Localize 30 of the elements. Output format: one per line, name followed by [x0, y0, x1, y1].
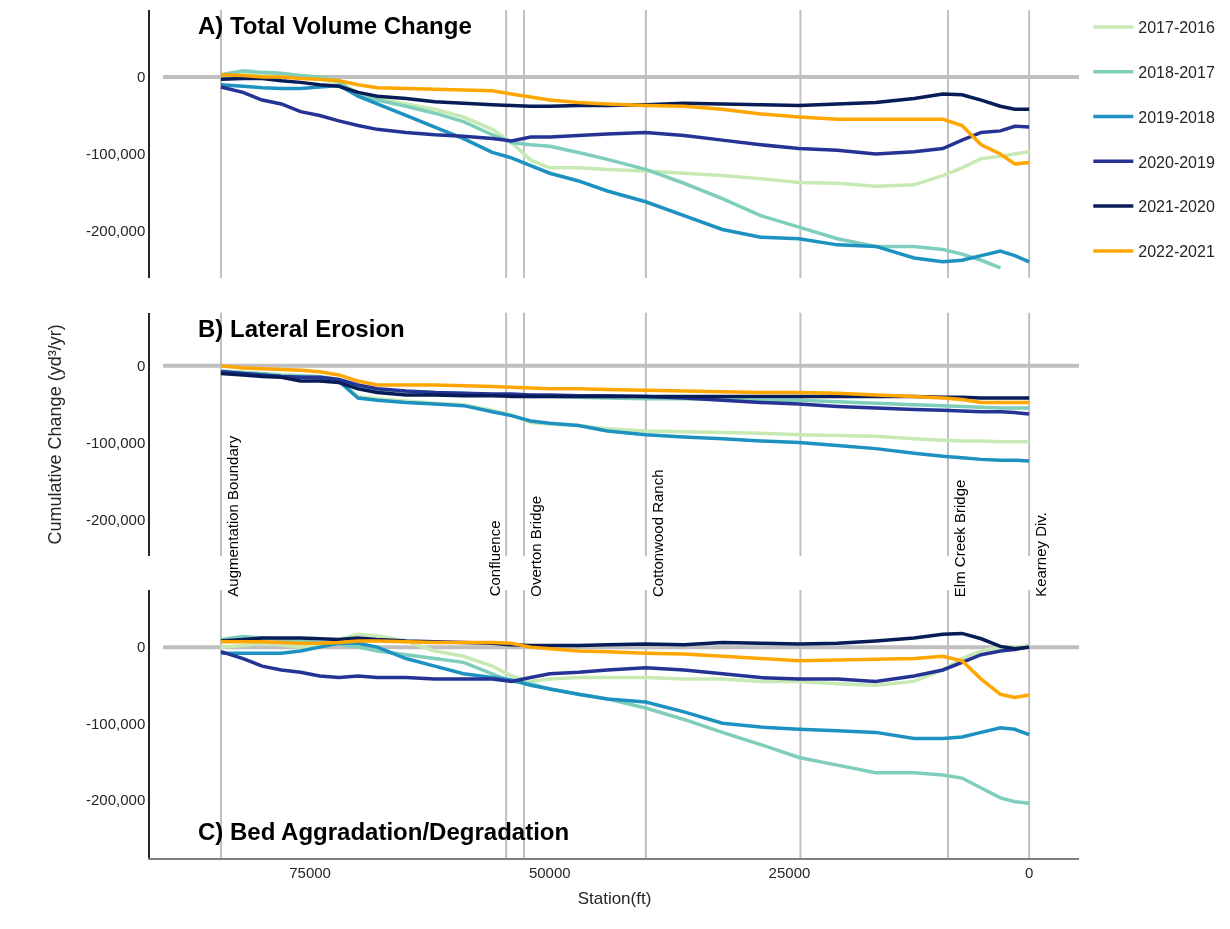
ref-line-label: Kearney Div.: [1032, 512, 1050, 597]
y-tick-label: -100,000: [86, 714, 146, 732]
legend-label: 2021-2020: [1138, 198, 1215, 216]
ref-line-label: Cottonwood Ranch: [648, 469, 666, 598]
y-axis-title: Cumulative Change (yd³/yr): [44, 324, 65, 545]
chart-title: B) Lateral Erosion: [198, 315, 405, 342]
legend-label: 2022-2021: [1138, 243, 1215, 261]
legend-label: 2019-2018: [1138, 108, 1215, 126]
x-tick-label: 25000: [768, 863, 811, 881]
x-axis-title: Station(ft): [577, 888, 652, 908]
legend-label: 2020-2019: [1138, 153, 1215, 171]
x-tick-label: 50000: [528, 863, 571, 881]
y-tick-label: 0: [136, 68, 146, 86]
y-tick-label: 0: [136, 356, 146, 374]
y-tick-label: 0: [136, 638, 146, 656]
x-tick-label: 0: [1024, 863, 1034, 881]
text: C) Bed Aggradation/Degradation: [198, 818, 570, 845]
chart-title: A) Total Volume Change: [198, 12, 472, 39]
legend-label: 2017-2016: [1138, 19, 1215, 37]
y-tick-label: -100,000: [86, 145, 146, 163]
ref-line-label: Confluence: [485, 520, 503, 597]
ref-line-label: Augmentation Boundary: [224, 435, 242, 597]
legend-label: 2018-2017: [1138, 63, 1215, 81]
x-tick-label: 75000: [289, 863, 331, 881]
y-tick-label: -200,000: [86, 510, 146, 528]
ref-line-label: Overton Bridge: [527, 495, 545, 597]
y-tick-label: -200,000: [86, 790, 146, 808]
y-tick-label: -100,000: [86, 433, 146, 451]
y-tick-label: -200,000: [86, 222, 146, 240]
ref-line-label: Elm Creek Bridge: [950, 479, 968, 598]
